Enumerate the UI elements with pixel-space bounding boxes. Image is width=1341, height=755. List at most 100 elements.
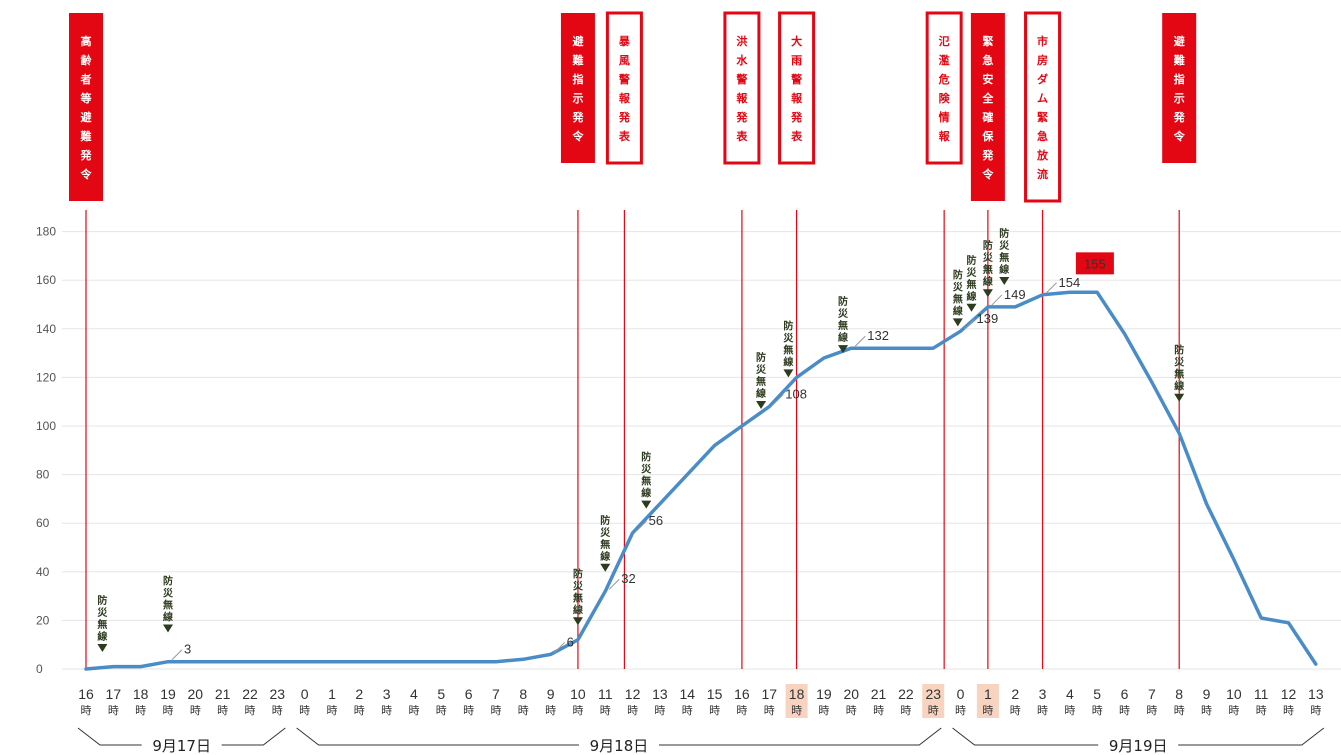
hour-suffix-label: 時 bbox=[709, 704, 720, 717]
radio-marker-label: 無 bbox=[838, 319, 848, 332]
hour-label: 7 bbox=[1148, 686, 1156, 702]
y-tick-label: 120 bbox=[36, 370, 56, 384]
radio-marker-icon bbox=[783, 369, 794, 378]
date-bracket-left bbox=[77, 727, 142, 746]
hour-suffix-label: 時 bbox=[1037, 704, 1048, 717]
event-label-char: 者 bbox=[80, 72, 92, 86]
event-label-char: 保 bbox=[981, 129, 994, 143]
event-banner bbox=[723, 11, 761, 165]
hour-suffix-label: 時 bbox=[764, 704, 775, 717]
hour-label: 9 bbox=[1203, 686, 1211, 702]
radio-marker-label: 災 bbox=[162, 588, 174, 600]
hour-label: 6 bbox=[465, 686, 473, 702]
hour-label: 8 bbox=[519, 686, 527, 702]
date-bracket-left bbox=[952, 727, 1099, 746]
event-label-char: 令 bbox=[981, 167, 994, 181]
event-label-char: 緊 bbox=[982, 35, 993, 48]
hour-suffix-label: 時 bbox=[982, 704, 993, 717]
event-label-char: 発 bbox=[735, 110, 748, 124]
event-banner bbox=[605, 11, 643, 165]
radio-marker-label: 災 bbox=[1173, 357, 1185, 369]
event-banner bbox=[778, 11, 816, 165]
radio-marker-label: 災 bbox=[998, 240, 1010, 252]
radio-marker-label: 災 bbox=[96, 607, 108, 619]
hour-label: 16 bbox=[734, 686, 750, 702]
radio-marker-label: 無 bbox=[641, 475, 651, 488]
y-tick-label: 40 bbox=[36, 565, 50, 579]
event-label-char: 指 bbox=[1174, 72, 1185, 86]
radio-marker-icon bbox=[97, 643, 108, 652]
event-label-char: ム bbox=[1037, 92, 1048, 105]
radio-marker-label: 無 bbox=[163, 599, 173, 612]
hour-suffix-label: 時 bbox=[190, 704, 201, 717]
date-label: 9月19日 bbox=[1109, 737, 1168, 755]
hour-suffix-label: 時 bbox=[1092, 704, 1103, 717]
radio-marker-icon bbox=[1174, 393, 1185, 402]
hour-label: 19 bbox=[816, 686, 832, 702]
event-label-char: 報 bbox=[939, 129, 951, 143]
hour-label: 4 bbox=[1066, 686, 1074, 702]
radio-marker-label: 防 bbox=[999, 227, 1009, 240]
event-label-char: 房 bbox=[1037, 53, 1048, 67]
hour-highlight bbox=[976, 684, 999, 718]
hour-suffix-label: 時 bbox=[600, 704, 611, 717]
event-label-char: 避 bbox=[81, 110, 93, 124]
hour-suffix-label: 時 bbox=[1283, 704, 1294, 717]
event-label-char: 難 bbox=[1174, 53, 1185, 67]
radio-marker-label: 線 bbox=[783, 355, 793, 368]
radio-marker-icon bbox=[756, 400, 767, 409]
hour-label: 10 bbox=[1226, 686, 1242, 702]
radio-marker-icon bbox=[838, 345, 849, 354]
radio-marker-label: 線 bbox=[999, 263, 1009, 276]
y-tick-label: 140 bbox=[36, 322, 56, 336]
hour-suffix-label: 時 bbox=[955, 704, 966, 717]
event-label-char: 表 bbox=[735, 129, 748, 143]
hour-suffix-label: 時 bbox=[81, 704, 92, 717]
hour-suffix-label: 時 bbox=[272, 704, 283, 717]
hour-suffix-label: 時 bbox=[627, 704, 638, 717]
hour-suffix-label: 時 bbox=[490, 704, 501, 717]
value-label: 108 bbox=[785, 387, 807, 402]
hour-suffix-label: 時 bbox=[244, 704, 255, 717]
event-label-char: 警 bbox=[618, 72, 630, 86]
radio-marker-label: 防 bbox=[573, 567, 583, 580]
radio-marker-label: 防 bbox=[783, 319, 793, 332]
hour-label: 12 bbox=[1281, 686, 1297, 702]
event-label-char: 確 bbox=[982, 110, 993, 124]
event-label-char: 難 bbox=[81, 129, 92, 143]
hour-label: 19 bbox=[160, 686, 176, 702]
date-bracket-right bbox=[221, 727, 286, 746]
event-markers: 高齢者等避難発令避難指示発令暴風警報発表洪水警報発表大雨警報発表氾濫危険情報緊急… bbox=[69, 11, 1197, 669]
radio-markers: 防災無線防災無線防災無線防災無線防災無線防災無線防災無線防災無線防災無線防災無線… bbox=[96, 227, 1185, 652]
event-label-char: 表 bbox=[618, 129, 631, 143]
y-tick-label: 160 bbox=[36, 273, 56, 287]
event-label-char: 洪 bbox=[736, 34, 747, 48]
event-label-char: 水 bbox=[736, 53, 748, 67]
hour-label: 18 bbox=[133, 686, 149, 702]
hour-suffix-label: 時 bbox=[354, 704, 365, 717]
hour-suffix-label: 時 bbox=[873, 704, 884, 717]
radio-marker-label: 防 bbox=[983, 239, 993, 252]
event-label-char: 発 bbox=[1173, 110, 1186, 124]
hour-label: 13 bbox=[1308, 686, 1324, 702]
hour-suffix-label: 時 bbox=[654, 704, 665, 717]
y-tick-label: 0 bbox=[36, 662, 43, 676]
value-leader bbox=[1046, 282, 1057, 294]
radio-marker-icon bbox=[999, 277, 1010, 286]
hour-label: 20 bbox=[188, 686, 204, 702]
radio-marker-icon bbox=[952, 318, 963, 327]
event-banner bbox=[925, 11, 963, 165]
radio-marker-label: 防 bbox=[966, 254, 976, 267]
radio-marker-icon bbox=[572, 617, 583, 626]
radio-marker-label: 災 bbox=[982, 252, 994, 264]
event-label-char: 等 bbox=[80, 91, 92, 105]
hour-suffix-label: 時 bbox=[1174, 704, 1185, 717]
hour-suffix-label: 時 bbox=[463, 704, 474, 717]
event-label-char: 報 bbox=[619, 91, 631, 105]
hour-label: 18 bbox=[789, 686, 805, 702]
value-label: 6 bbox=[567, 634, 574, 649]
radio-marker-icon bbox=[982, 289, 993, 298]
radio-marker-icon bbox=[600, 563, 611, 572]
hour-label: 21 bbox=[871, 686, 887, 702]
